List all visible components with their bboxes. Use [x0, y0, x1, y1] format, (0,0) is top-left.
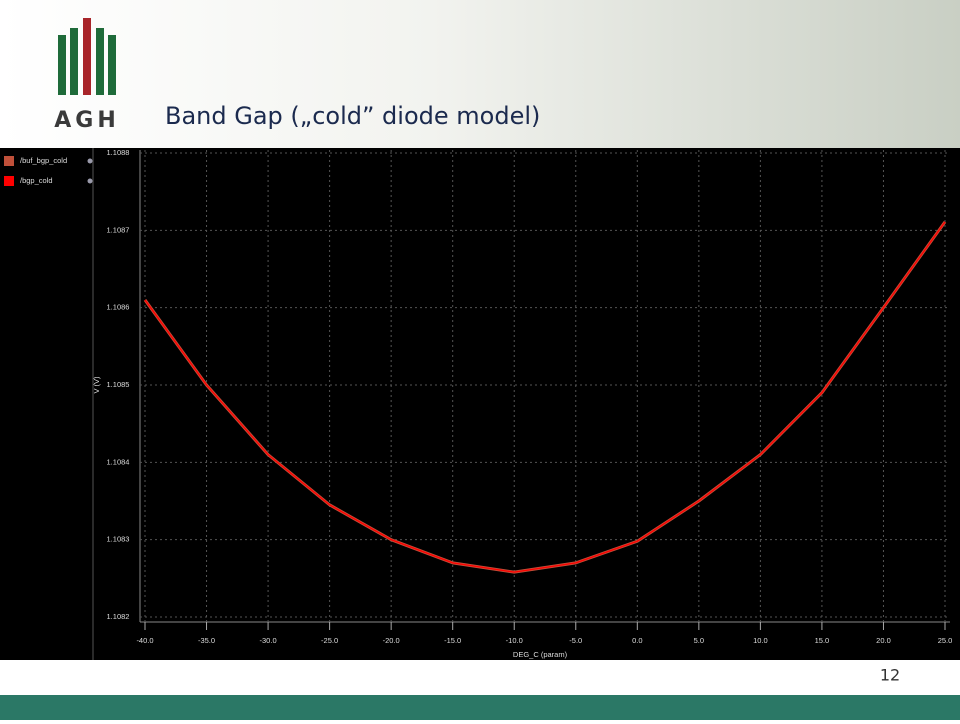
x-tick-label: -35.0 [198, 636, 215, 645]
x-tick-label: -5.0 [569, 636, 582, 645]
logo-text: AGH [54, 108, 120, 133]
header-background [0, 0, 960, 148]
x-tick-label: 5.0 [694, 636, 704, 645]
legend-swatch [4, 156, 14, 166]
x-tick-label: 0.0 [632, 636, 642, 645]
logo: AGH [54, 18, 120, 133]
y-tick-label: 1.1086 [107, 303, 130, 312]
x-tick-label: 15.0 [815, 636, 830, 645]
legend-marker [87, 178, 93, 184]
y-tick-label: 1.1082 [107, 612, 130, 621]
x-tick-label: -20.0 [383, 636, 400, 645]
x-tick-label: -25.0 [321, 636, 338, 645]
x-tick-label: 10.0 [753, 636, 768, 645]
y-tick-label: 1.1083 [107, 535, 130, 544]
legend-label: /bgp_cold [20, 176, 53, 185]
y-tick-label: 1.1087 [107, 225, 130, 234]
x-tick-label: -30.0 [260, 636, 277, 645]
footer-bar [0, 695, 960, 720]
y-tick-label: 1.1088 [107, 148, 130, 157]
x-tick-label: 25.0 [938, 636, 953, 645]
y-axis-label: V (V) [92, 376, 101, 394]
page-number: 12 [880, 666, 900, 685]
x-tick-label: -10.0 [506, 636, 523, 645]
slide-title: Band Gap („cold” diode model) [165, 102, 540, 130]
y-tick-label: 1.1084 [107, 457, 130, 466]
legend-label: /buf_bgp_cold [20, 156, 67, 165]
x-tick-label: 20.0 [876, 636, 891, 645]
footer [0, 660, 960, 695]
legend-marker [87, 158, 93, 164]
y-tick-label: 1.1085 [107, 380, 130, 389]
legend-swatch [4, 176, 14, 186]
x-axis-label: DEG_C (param) [513, 650, 568, 659]
plot-panel [0, 148, 960, 660]
x-tick-label: -15.0 [444, 636, 461, 645]
x-tick-label: -40.0 [136, 636, 153, 645]
series-line [144, 221, 946, 573]
